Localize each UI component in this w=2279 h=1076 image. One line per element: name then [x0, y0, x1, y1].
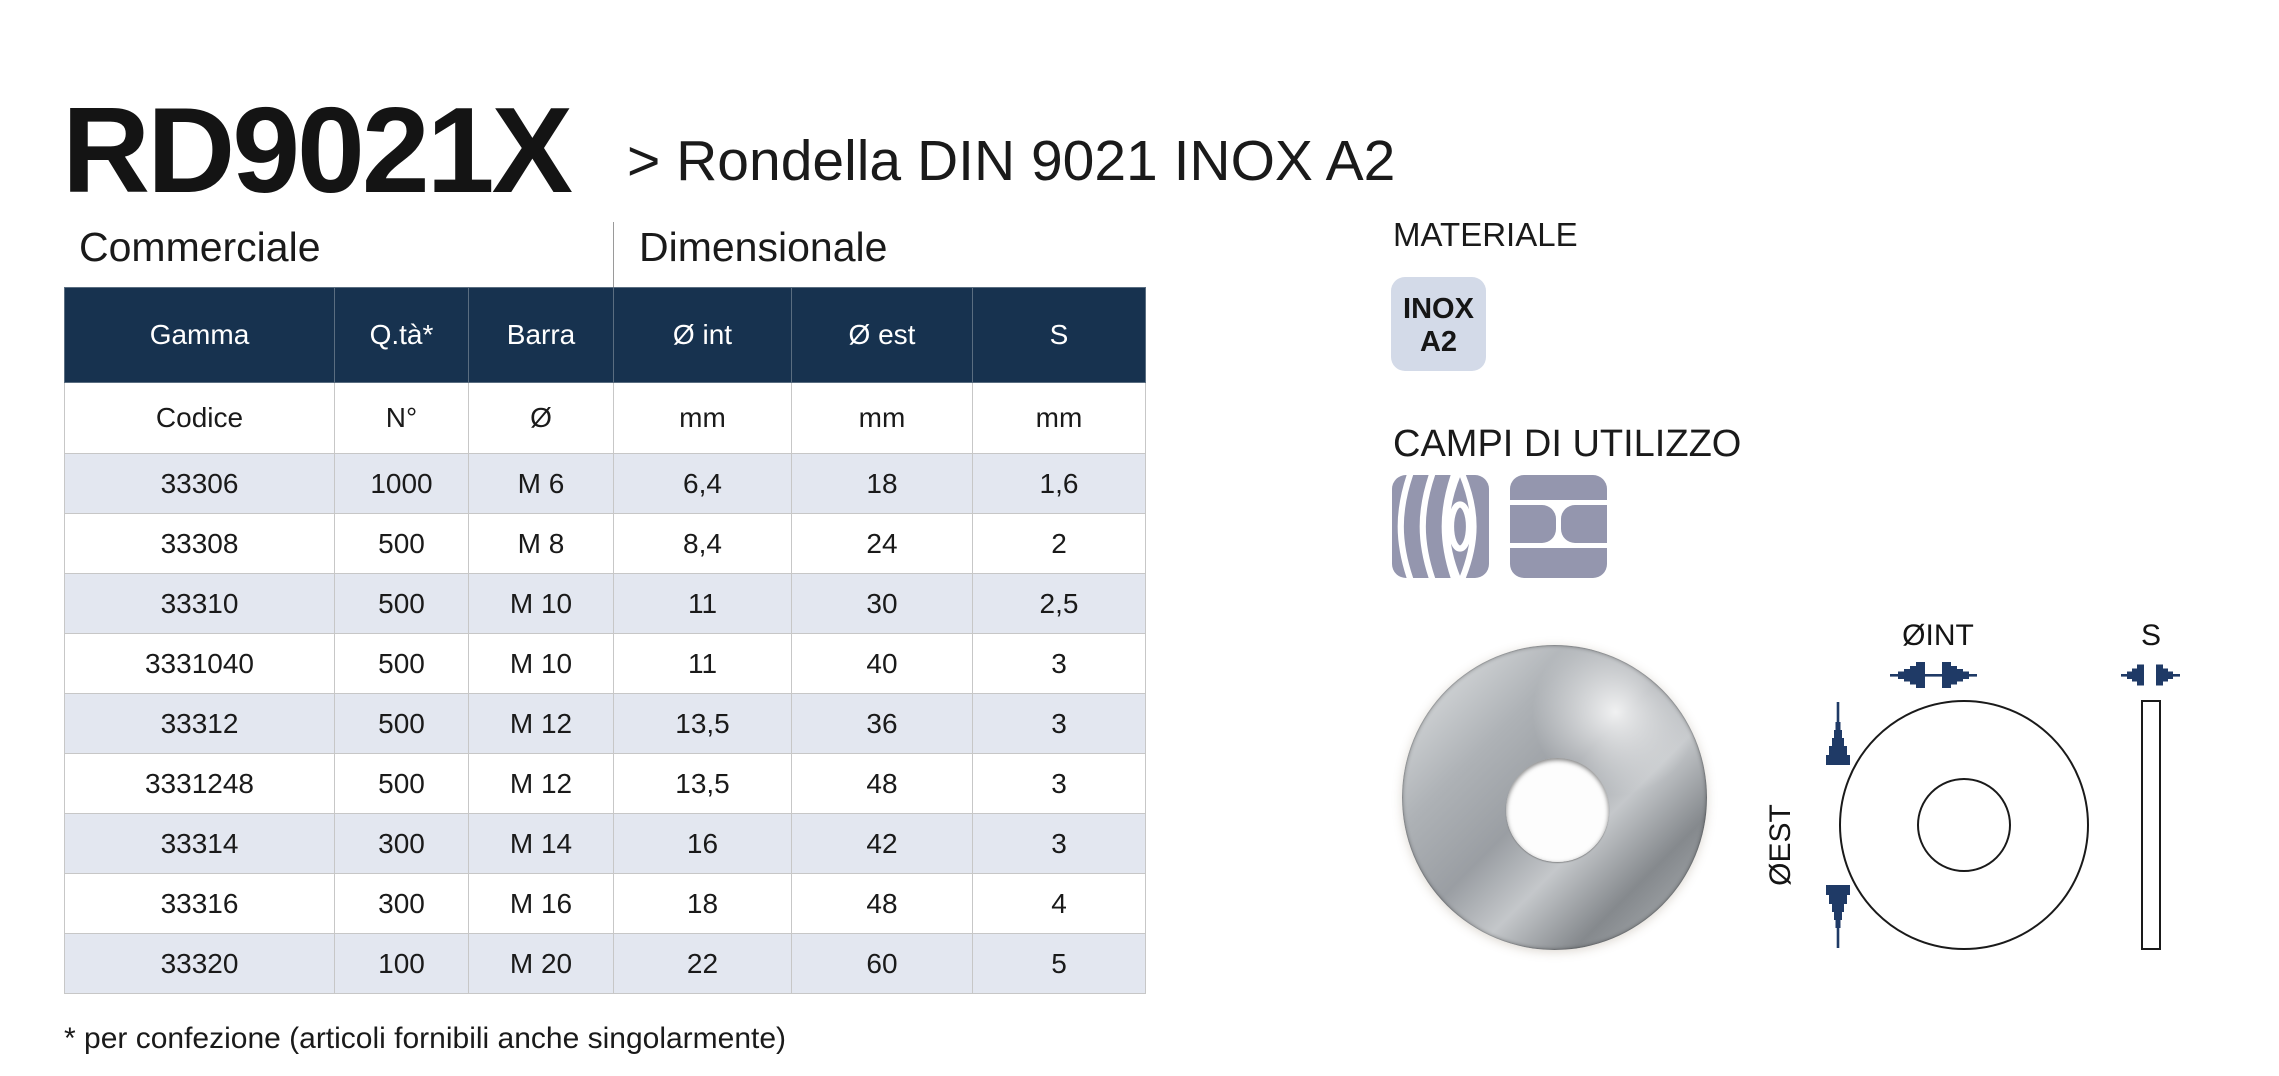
svg-text:ØINT: ØINT — [1902, 619, 1974, 652]
svg-text:ØEST: ØEST — [1764, 804, 1797, 886]
svg-text:S: S — [2141, 619, 2161, 652]
